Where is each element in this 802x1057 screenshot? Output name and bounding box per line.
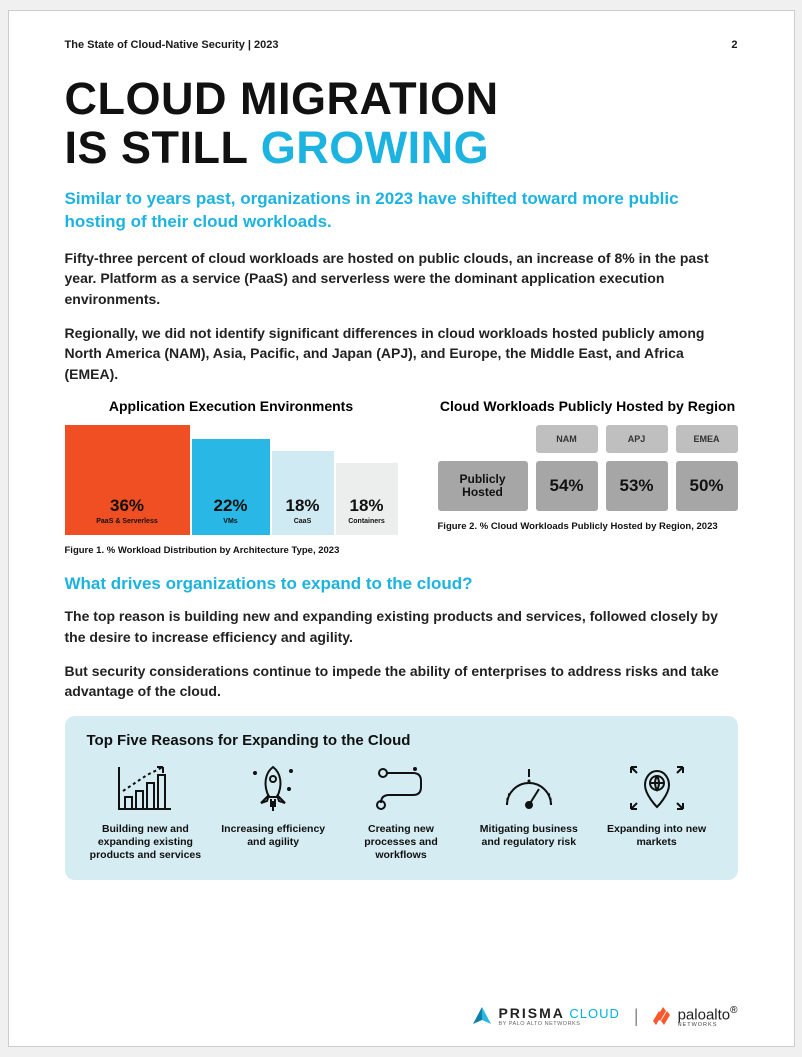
reason-2: Increasing efficiency and agility	[214, 761, 332, 862]
fig2-caption: Figure 2. % Cloud Workloads Publicly Hos…	[438, 521, 738, 532]
fig1-label: Containers	[348, 518, 385, 525]
prisma-logo: PRISMA CLOUD BY PALO ALTO NETWORKS	[472, 1005, 619, 1027]
fig2-body: NAM APJ EMEA Publicly Hosted 54% 53% 50%	[438, 425, 738, 511]
prisma-mark-icon	[472, 1006, 492, 1026]
reason-label: Mitigating business and regulatory risk	[470, 823, 588, 849]
risk-gauge-icon	[497, 761, 561, 815]
prisma-name: PRISMA	[498, 1005, 564, 1021]
reason-label: Creating new processes and workflows	[342, 823, 460, 862]
reasons-panel: Top Five Reasons for Expanding to the Cl…	[65, 716, 738, 880]
fig2-col-header: APJ	[606, 425, 668, 453]
title-line1: CLOUD MIGRATION	[65, 73, 499, 124]
reasons-row: Building new and expanding existing prod…	[87, 761, 716, 862]
reason-1: Building new and expanding existing prod…	[87, 761, 205, 862]
fig2-value: 53%	[606, 461, 668, 511]
page-number: 2	[731, 39, 737, 51]
paragraph-1: Fifty-three percent of cloud workloads a…	[65, 248, 738, 309]
fig1-pct: 22%	[213, 496, 247, 516]
fig2-col-header: NAM	[536, 425, 598, 453]
paloalto-mark-icon	[653, 1007, 673, 1025]
page: The State of Cloud-Native Security | 202…	[8, 10, 795, 1047]
fig1-segment: 22% VMs	[192, 439, 270, 535]
fig2-header-row: NAM APJ EMEA	[438, 425, 738, 453]
fig1-segment: 18% Containers	[336, 463, 398, 535]
fig2-title: Cloud Workloads Publicly Hosted by Regio…	[438, 398, 738, 416]
title-growing: GROWING	[261, 122, 489, 173]
reason-label: Building new and expanding existing prod…	[87, 823, 205, 862]
fig1-pct: 18%	[349, 496, 383, 516]
section-question: What drives organizations to expand to t…	[65, 574, 738, 594]
footer-divider: |	[634, 1006, 639, 1027]
fig1-label: PaaS & Serverless	[96, 518, 158, 525]
header-left: The State of Cloud-Native Security | 202…	[65, 39, 279, 51]
title-line2a: IS STILL	[65, 122, 261, 173]
paloalto-name: paloalto	[678, 1006, 731, 1023]
fig1-pct: 36%	[110, 496, 144, 516]
reason-label: Expanding into new markets	[598, 823, 716, 849]
fig2-value: 50%	[676, 461, 738, 511]
footer-logos: PRISMA CLOUD BY PALO ALTO NETWORKS | pal…	[472, 1005, 737, 1028]
expand-markets-icon	[625, 761, 689, 815]
fig1-segment: 18% CaaS	[272, 451, 334, 535]
reason-label: Increasing efficiency and agility	[214, 823, 332, 849]
reasons-title: Top Five Reasons for Expanding to the Cl…	[87, 732, 716, 749]
fig1-caption: Figure 1. % Workload Distribution by Arc…	[65, 545, 398, 556]
figure-2: Cloud Workloads Publicly Hosted by Regio…	[438, 398, 738, 557]
fig1-title: Application Execution Environments	[65, 398, 398, 416]
charts-row: Application Execution Environments 36% Pa…	[65, 398, 738, 557]
fig2-col-header: EMEA	[676, 425, 738, 453]
reason-5: Expanding into new markets	[598, 761, 716, 862]
page-title: CLOUD MIGRATION IS STILL GROWING	[65, 75, 738, 172]
prisma-sub: BY PALO ALTO NETWORKS	[498, 1021, 619, 1027]
paloalto-logo: paloalto® NETWORKS	[653, 1005, 738, 1028]
paragraph-4: But security considerations continue to …	[65, 661, 738, 702]
page-header: The State of Cloud-Native Security | 202…	[65, 39, 738, 51]
chart-growth-icon	[113, 761, 177, 815]
fig1-segment: 36% PaaS & Serverless	[65, 425, 190, 535]
fig2-spacer	[438, 425, 528, 453]
workflow-icon	[369, 761, 433, 815]
subhead: Similar to years past, organizations in …	[65, 188, 738, 234]
fig2-value: 54%	[536, 461, 598, 511]
fig2-data-row: Publicly Hosted 54% 53% 50%	[438, 461, 738, 511]
paragraph-3: The top reason is building new and expan…	[65, 606, 738, 647]
fig1-label: VMs	[223, 518, 237, 525]
paragraph-2: Regionally, we did not identify signific…	[65, 323, 738, 384]
fig1-pct: 18%	[285, 496, 319, 516]
figure-1: Application Execution Environments 36% Pa…	[65, 398, 398, 557]
reason-3: Creating new processes and workflows	[342, 761, 460, 862]
reason-4: Mitigating business and regulatory risk	[470, 761, 588, 862]
fig2-row-label: Publicly Hosted	[438, 461, 528, 511]
rocket-icon	[241, 761, 305, 815]
fig1-bars: 36% PaaS & Serverless 22% VMs 18% CaaS 18% Cont…	[65, 425, 398, 535]
fig1-label: CaaS	[294, 518, 312, 525]
prisma-cloud: CLOUD	[569, 1006, 620, 1021]
